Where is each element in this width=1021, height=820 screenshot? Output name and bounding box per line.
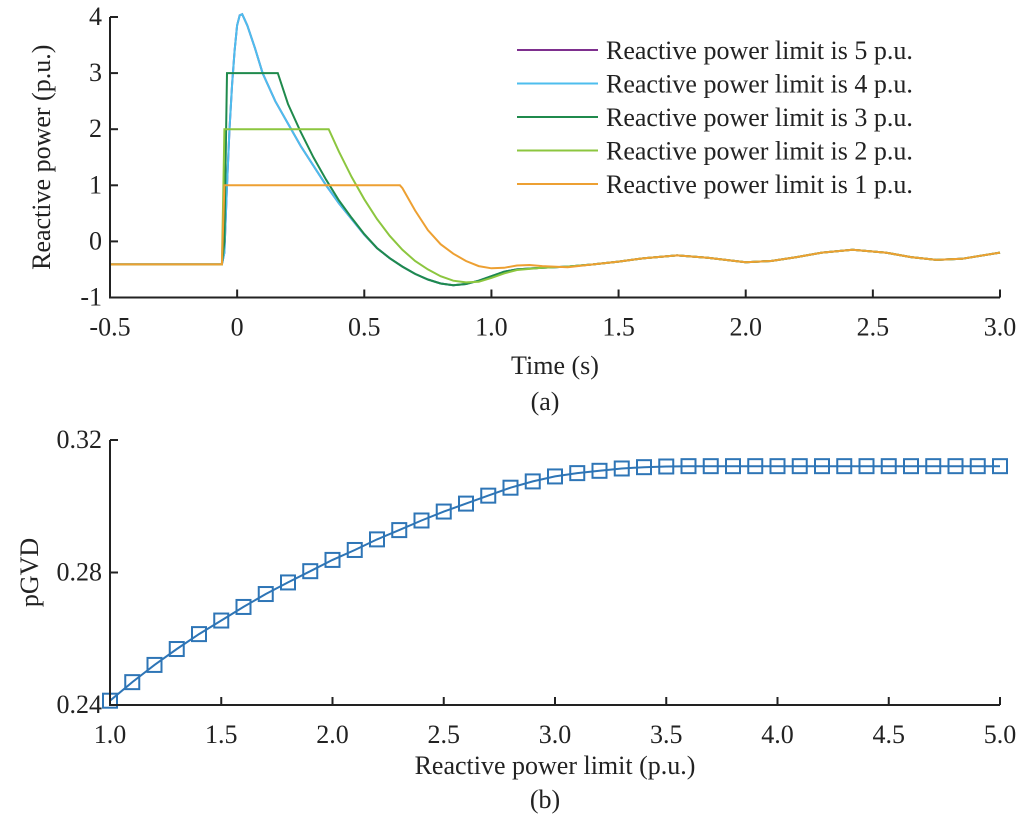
x-tick-label: 0.5 <box>348 313 381 342</box>
x-tick-label: 4.5 <box>873 720 906 749</box>
y-tick-label: 3 <box>89 58 102 87</box>
data-point-marker <box>613 460 630 477</box>
data-point-marker <box>903 458 919 475</box>
y-axis-label: pGVD <box>15 538 44 607</box>
panel-label: (a) <box>531 387 560 416</box>
panel-b-pgvd-chart: 1.0 1.5 2.0 2.5 3.0 3.5 4.0 4.5 5.0 0.24 0.28 0.32 R… <box>15 425 1016 814</box>
data-point-marker <box>658 458 675 475</box>
x-tick-label: 3.0 <box>984 313 1017 342</box>
data-point-marker <box>413 512 430 529</box>
x-axis-label: Reactive power limit (p.u.) <box>415 751 696 780</box>
y-tick-label: 1 <box>89 170 102 199</box>
data-point-marker <box>502 479 519 496</box>
y-tick-label: 0.24 <box>57 690 103 719</box>
data-point-marker <box>591 462 608 479</box>
x-tick-label: 1.0 <box>94 720 127 749</box>
legend-entry-4: Reactive power limit is 2 p.u. <box>606 137 913 166</box>
data-point-marker <box>925 458 942 475</box>
data-point-marker <box>191 626 207 643</box>
data-point-marker <box>769 458 786 475</box>
legend-entry-1: Reactive power limit is 5 p.u. <box>606 36 913 65</box>
y-tick-label: 0.32 <box>57 425 103 454</box>
data-point-marker <box>992 458 1008 475</box>
legend: Reactive power limit is 5 p.u. Reactive p… <box>517 36 913 199</box>
data-point-marker <box>680 458 697 475</box>
panel-label: (b) <box>530 785 560 814</box>
axes-lines <box>109 440 1000 706</box>
data-point-marker <box>168 641 185 658</box>
panel-a-reactive-power-chart: -0.5 0 0.5 1.0 1.5 2.0 2.5 3.0 -1 0 1 2 3 4 Time (s) Re… <box>27 2 1016 416</box>
legend-entry-5: Reactive power limit is 1 p.u. <box>606 170 913 199</box>
x-tick-label: -0.5 <box>89 313 130 342</box>
legend-entry-3: Reactive power limit is 3 p.u. <box>606 103 913 132</box>
data-point-marker <box>524 473 541 490</box>
data-point-marker <box>702 458 719 475</box>
data-point-marker <box>636 459 652 476</box>
series-line-1 <box>109 465 1000 702</box>
x-tick-label: 4.0 <box>761 720 794 749</box>
data-point-marker <box>858 458 875 475</box>
y-tick-label: -1 <box>80 283 102 312</box>
y-tick-label: 0.28 <box>57 558 103 587</box>
x-tick-label: 2.0 <box>729 313 762 342</box>
data-point-marker <box>458 495 474 512</box>
x-tick-label: 1.5 <box>205 720 238 749</box>
data-point-marker <box>880 458 897 475</box>
data-point-marker <box>124 674 141 691</box>
data-point-marker <box>324 551 341 568</box>
data-point-marker <box>791 458 808 475</box>
legend-entry-2: Reactive power limit is 4 p.u. <box>606 70 913 99</box>
data-point-marker <box>814 458 830 475</box>
data-point-marker <box>369 531 385 548</box>
series-line-5 <box>110 184 1001 270</box>
y-tick-label: 4 <box>89 2 102 31</box>
y-axis-label: Reactive power (p.u.) <box>27 45 56 270</box>
data-point-marker <box>280 574 296 591</box>
data-point-marker <box>969 458 986 475</box>
data-point-marker <box>346 541 363 558</box>
data-point-marker <box>391 522 408 539</box>
x-tick-label: 2.5 <box>428 720 461 749</box>
data-point-marker <box>947 458 964 475</box>
x-tick-label: 2.0 <box>316 720 349 749</box>
data-point-marker <box>235 598 252 615</box>
x-tick-label: 3.5 <box>650 720 683 749</box>
data-point-marker <box>302 563 319 580</box>
data-point-marker <box>146 656 163 673</box>
data-point-marker <box>480 487 497 504</box>
data-point-marker <box>836 458 853 475</box>
y-tick-label: 0 <box>89 226 102 255</box>
y-tick-label: 2 <box>89 114 102 143</box>
x-tick-label: 1.0 <box>475 313 508 342</box>
data-point-marker <box>213 612 230 629</box>
data-point-marker <box>725 458 741 475</box>
data-point-marker <box>747 458 764 475</box>
x-tick-label: 3.0 <box>539 720 572 749</box>
x-axis-label: Time (s) <box>511 351 599 380</box>
x-tick-label: 5.0 <box>984 720 1017 749</box>
x-tick-label: 2.5 <box>857 313 890 342</box>
data-point-marker <box>547 468 563 485</box>
data-point-marker <box>569 465 586 482</box>
x-tick-label: 1.5 <box>602 313 635 342</box>
data-point-marker <box>257 586 274 603</box>
x-tick-label: 0 <box>231 313 244 342</box>
data-point-marker <box>435 503 452 520</box>
